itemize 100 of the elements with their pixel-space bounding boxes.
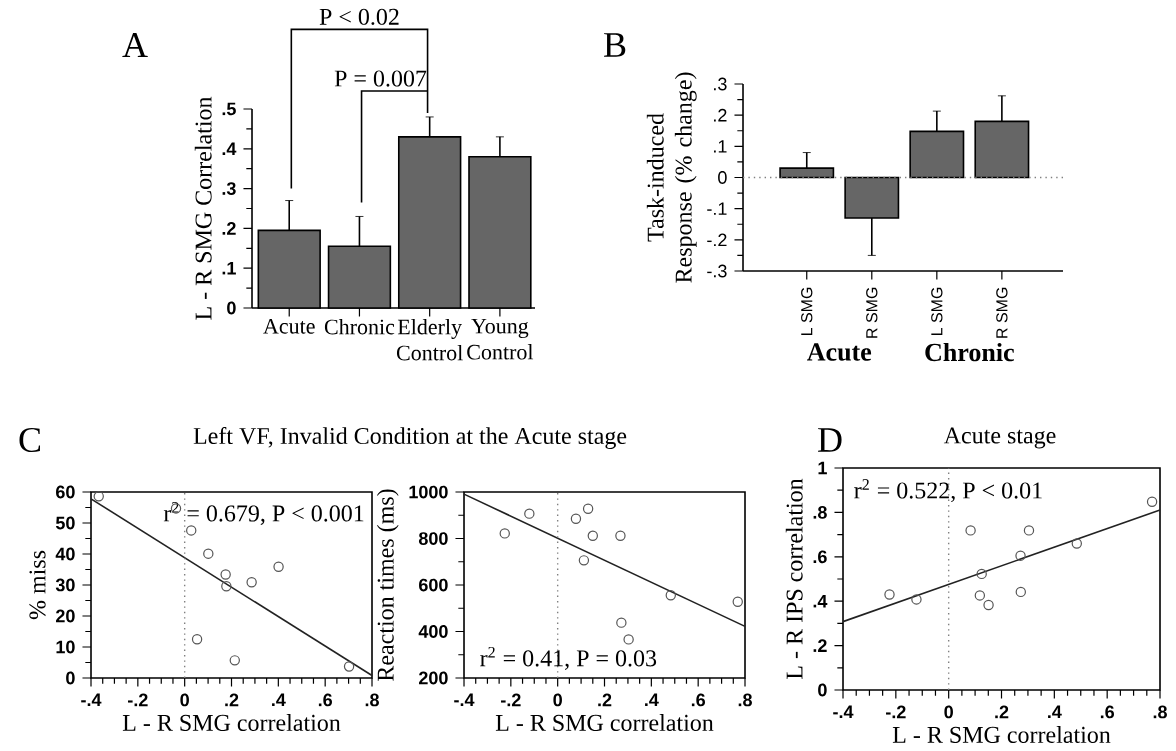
y-tick-label: .4 (813, 595, 828, 608)
point (616, 617, 627, 628)
x-axis-title: L - R SMG correlation (122, 714, 341, 731)
x-tick-label: .8 (738, 693, 752, 707)
y-tick-label: .2 (714, 108, 727, 122)
x-tick-label: -.4 (454, 693, 475, 706)
text: B (604, 33, 626, 57)
y-axis-title: Task-induced Response (% change) (646, 72, 697, 283)
y-axis-title: % miss (29, 550, 46, 620)
x-tick-label: .4 (272, 693, 286, 706)
point (1015, 586, 1026, 598)
text: A (122, 33, 148, 57)
y-tick-label: 800 (418, 532, 448, 545)
x-tick-label: -.2 (128, 693, 148, 707)
y-tick-label: .6 (813, 550, 827, 564)
y-tick-label: 10 (56, 640, 75, 654)
y-axis-title: L - R IPS correlation (785, 478, 803, 679)
point (983, 599, 994, 611)
text: C (19, 427, 41, 453)
point (499, 528, 510, 539)
x-tick-label: -.2 (501, 693, 521, 707)
point (615, 530, 626, 541)
y-tick-label: .2 (813, 639, 827, 652)
y-tick-label: 60 (56, 485, 75, 499)
y-tick-label: 200 (419, 671, 448, 685)
point (220, 569, 231, 580)
y-tick-label: .1 (714, 140, 727, 153)
point (965, 525, 976, 536)
x-tick-label: .6 (691, 693, 706, 707)
text: P < 0.02 (319, 8, 399, 25)
y-tick-label: .3 (714, 77, 727, 91)
point (1015, 550, 1026, 561)
point (221, 581, 232, 592)
point (186, 525, 197, 536)
y-tick-label: .5 (222, 102, 236, 116)
y-tick-label: .4 (222, 142, 237, 155)
annotation: r$^{2}$ = 0.679, P < 0.001 (163, 501, 364, 525)
x-tick-label: 0 (944, 705, 953, 719)
point (1146, 496, 1158, 507)
point (524, 508, 535, 519)
x-tick-label: Elderly Control (396, 318, 463, 361)
point (246, 577, 257, 588)
y-tick-label: 50 (55, 516, 75, 530)
point (93, 491, 104, 502)
x-tick-label: Chronic (324, 318, 395, 335)
x-tick-label: .8 (1153, 705, 1167, 719)
x-tick-label: R SMG (996, 287, 1008, 338)
x-tick-label: .6 (318, 693, 333, 707)
y-tick-label: 0 (718, 171, 727, 184)
point (623, 634, 634, 645)
y-axis-title: L - R SMG Correlation (194, 96, 212, 320)
y-tick-label: .3 (222, 182, 236, 195)
point (578, 555, 590, 566)
x-tick-label: Acute (263, 318, 315, 334)
point (343, 661, 355, 672)
point (587, 530, 598, 541)
x-axis-title: L - R SMG correlation (495, 714, 714, 731)
x-tick-label: 0 (180, 693, 189, 707)
x-tick-label: 0 (553, 693, 562, 707)
y-tick-label: 1 (818, 461, 827, 475)
text: D (818, 428, 842, 452)
x-tick-label: Young Control (467, 318, 534, 360)
y-tick-label: .8 (813, 506, 827, 519)
y-tick-label: .2 (222, 222, 236, 235)
x-tick-label: .4 (645, 693, 659, 706)
point (1071, 538, 1082, 549)
x-tick-label: -.4 (833, 705, 854, 718)
chart-title: Acute stage (943, 427, 1056, 449)
point (911, 594, 922, 605)
text: P = 0.007 (334, 70, 427, 87)
y-tick-label: 0 (818, 683, 827, 697)
y-tick-label: 0 (66, 671, 75, 685)
point (665, 590, 676, 601)
point (191, 634, 203, 645)
point (570, 513, 582, 524)
point (582, 503, 594, 514)
y-tick-label: -.1 (707, 202, 727, 215)
y-tick-label: 20 (56, 609, 75, 623)
y-tick-label: 1000 (409, 485, 448, 499)
y-axis-title: Reaction times (ms) (376, 489, 399, 681)
point (732, 596, 743, 607)
y-tick-label: -.3 (707, 264, 727, 278)
y-tick-label: 400 (418, 625, 448, 638)
x-tick-label: .2 (995, 705, 1009, 719)
x-tick-label: R SMG (866, 287, 878, 338)
x-tick-label: L SMG (801, 287, 813, 336)
x-tick-label: .6 (1100, 705, 1115, 719)
x-tick-label: .2 (598, 693, 612, 707)
x-tick-label: -.4 (81, 693, 102, 706)
x-tick-label: .4 (1048, 705, 1062, 718)
point (974, 590, 986, 601)
y-tick-label: 30 (55, 578, 75, 592)
annotation: r$^{2}$ = 0.522, P < 0.01 (854, 479, 1042, 503)
point (884, 589, 895, 600)
point (1023, 525, 1035, 536)
annotation: r$^{2}$ = 0.41, P = 0.03 (480, 646, 657, 670)
y-tick-label: -.2 (707, 233, 727, 247)
point (976, 568, 987, 580)
y-tick-label: .1 (222, 262, 236, 275)
point (273, 561, 284, 572)
